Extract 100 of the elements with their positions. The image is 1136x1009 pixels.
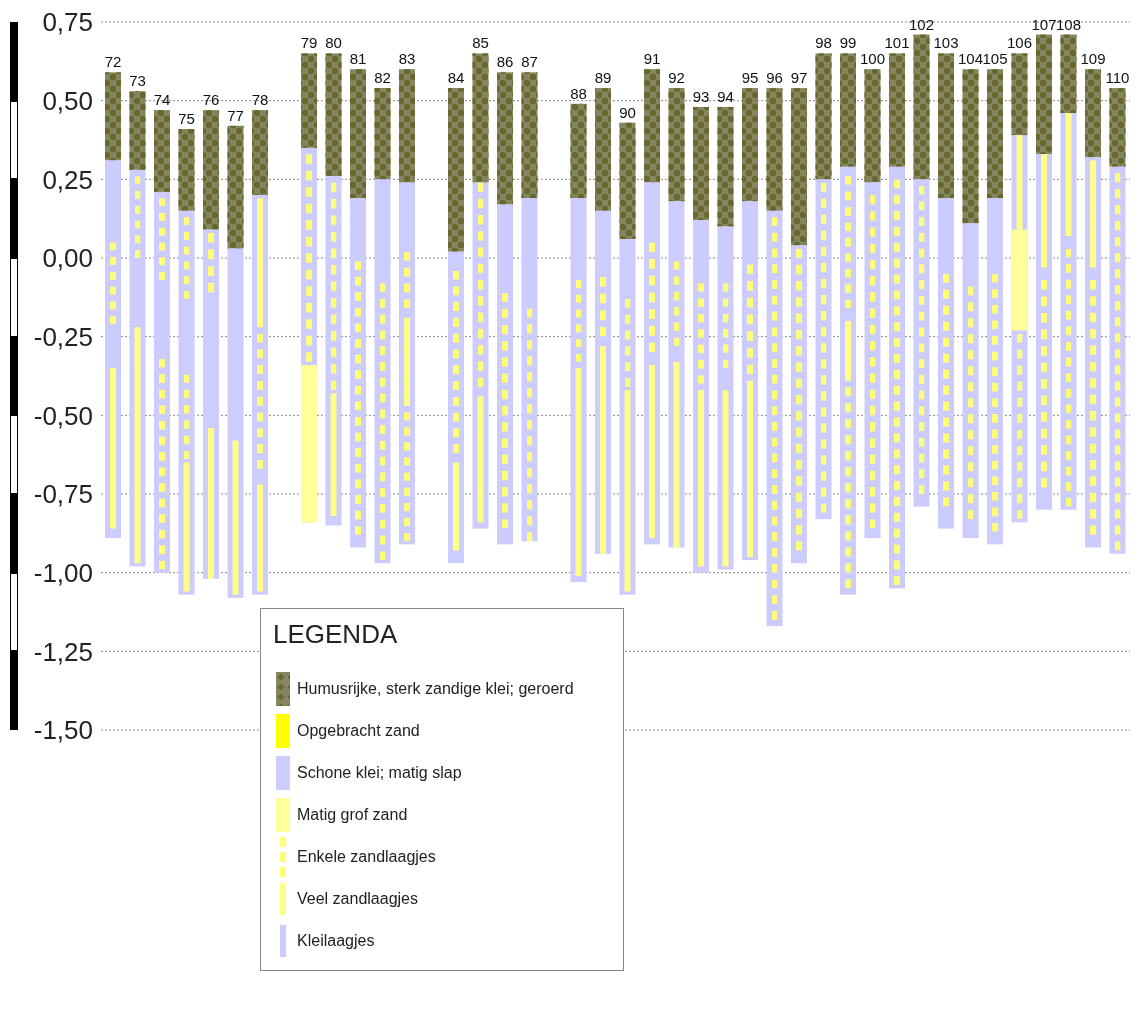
bar: [624, 390, 631, 592]
x-tick-label: 98: [815, 34, 832, 52]
x-tick-label: 102: [908, 15, 935, 33]
bar: [845, 387, 851, 589]
x-tick-label: 104: [957, 50, 984, 68]
x-tick-label: 91: [643, 50, 661, 68]
x-tick-label: 75: [178, 109, 195, 127]
bar: [943, 273, 949, 507]
x-tick-label: 81: [349, 50, 367, 68]
bar: [301, 364, 317, 523]
bar: [404, 412, 410, 542]
bar: [208, 427, 214, 579]
x-tick-label: 84: [447, 69, 465, 87]
bar: [673, 261, 680, 347]
bar: [673, 361, 680, 548]
bar: [698, 390, 704, 567]
x-tick-label: 85: [472, 34, 489, 52]
x-tick-label: 88: [570, 84, 587, 102]
bar: [257, 198, 263, 328]
bar: [110, 368, 116, 529]
bar: [257, 333, 263, 469]
x-tick-label: 96: [766, 69, 783, 87]
bar: [134, 176, 141, 258]
bar: [330, 182, 337, 391]
legend-label: Veel zandlaagjes: [297, 890, 418, 908]
y-tick-label: -0,50: [33, 400, 93, 431]
y-tick-label: 0,00: [42, 243, 93, 274]
x-tick-label: 77: [227, 106, 244, 124]
x-tick-label: 80: [325, 34, 342, 52]
bar: [379, 283, 386, 561]
bar: [404, 317, 410, 406]
bar: [330, 393, 337, 517]
x-tick-label: 93: [692, 87, 710, 105]
bar: [1016, 333, 1023, 520]
x-tick-label: 72: [104, 53, 122, 71]
bar: [967, 286, 974, 520]
bar: [845, 320, 851, 381]
x-tick-label: 83: [398, 50, 416, 68]
x-tick-label: 97: [790, 69, 808, 87]
bar: [404, 251, 410, 309]
x-tick-label: 73: [129, 72, 146, 90]
bar: [1041, 280, 1047, 488]
bar: [918, 185, 925, 494]
x-tick-label: 110: [1105, 69, 1130, 87]
x-tick-label: 90: [619, 103, 636, 121]
bar: [1114, 173, 1121, 551]
x-tick-label: 99: [839, 34, 857, 52]
x-tick-label: 74: [153, 91, 171, 109]
bar: [722, 283, 729, 369]
bar: [453, 270, 459, 454]
x-tick-label: 108: [1055, 15, 1082, 33]
x-tick-label: 82: [374, 69, 391, 87]
bar: [575, 280, 582, 362]
y-tick-label: 0,50: [42, 85, 93, 116]
legend-title: LEGENDA: [273, 619, 399, 650]
bar: [159, 198, 165, 281]
bar: [845, 176, 851, 309]
bar: [1090, 280, 1096, 535]
bar: [1065, 248, 1072, 507]
bar: [747, 264, 753, 375]
x-tick-label: 86: [496, 53, 514, 71]
x-tick-label: 89: [594, 69, 612, 87]
bar: [526, 308, 533, 542]
bar: [1011, 229, 1028, 331]
bar: [992, 273, 998, 532]
y-tick-label: -1,00: [33, 557, 93, 588]
bar: [355, 261, 361, 535]
legend-label: Humusrijke, sterk zandige klei; geroerd: [297, 680, 574, 698]
bar: [257, 484, 263, 592]
bar: [306, 154, 312, 362]
x-tick-label: 78: [251, 91, 269, 109]
bar: [208, 232, 214, 293]
bar: [134, 327, 141, 564]
y-tick-label: 0,25: [42, 164, 93, 195]
bar: [502, 292, 508, 529]
bar: [624, 298, 631, 388]
x-tick-label: 95: [741, 69, 759, 87]
x-tick-label: 100: [859, 50, 886, 68]
bar: [183, 462, 190, 592]
y-tick-label: -0,25: [33, 321, 93, 352]
bar: [183, 217, 190, 299]
bar: [183, 374, 190, 460]
y-tick-label: -0,75: [33, 479, 93, 510]
legend-label: Matig grof zand: [297, 806, 408, 824]
legend-label: Opgebracht zand: [297, 722, 420, 740]
bar: [894, 179, 900, 586]
legend-label: Enkele zandlaagjes: [297, 848, 436, 866]
bar: [649, 364, 655, 539]
bar: [747, 380, 753, 557]
x-tick-label: 79: [300, 34, 318, 52]
bar: [722, 390, 729, 567]
bar: [453, 462, 459, 551]
legend-label: Kleilaagjes: [297, 932, 375, 950]
x-tick-label: 94: [717, 87, 734, 105]
x-tick-label: 107: [1031, 15, 1057, 33]
bar: [575, 368, 582, 576]
x-tick-label: 109: [1080, 50, 1106, 68]
bar: [649, 242, 655, 353]
bar: [771, 217, 778, 620]
bar: [600, 276, 606, 337]
